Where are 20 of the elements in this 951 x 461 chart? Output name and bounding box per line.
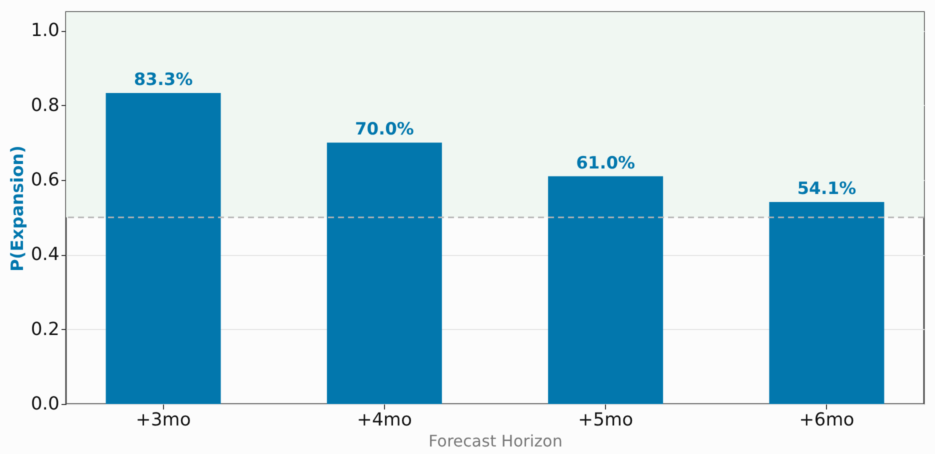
data-label: 70.0% — [354, 120, 414, 140]
data-label: 61.0% — [576, 153, 636, 174]
y-axis-title: P(Expansion) — [8, 145, 28, 272]
bar — [326, 142, 442, 404]
data-label: 83.3% — [134, 70, 193, 90]
y-tick-label: 0.2 — [30, 318, 60, 340]
y-tick-label: 1.0 — [30, 20, 60, 42]
y-tick-label: 0.0 — [30, 394, 60, 414]
x-axis-title: Forecast Horizon — [428, 432, 562, 450]
y-tick-label: 0.6 — [30, 170, 60, 190]
bar — [106, 93, 221, 404]
x-tick-label: +5mo — [578, 410, 634, 430]
bar — [769, 202, 884, 404]
y-tick-label: 0.4 — [30, 244, 60, 266]
data-label: 54.1% — [797, 179, 856, 200]
x-tick-label: +6mo — [799, 410, 854, 430]
x-tick-label: +3mo — [136, 410, 191, 430]
y-tick-label: 0.8 — [30, 94, 60, 116]
x-tick-label: +4mo — [356, 410, 412, 430]
bar — [548, 176, 664, 404]
